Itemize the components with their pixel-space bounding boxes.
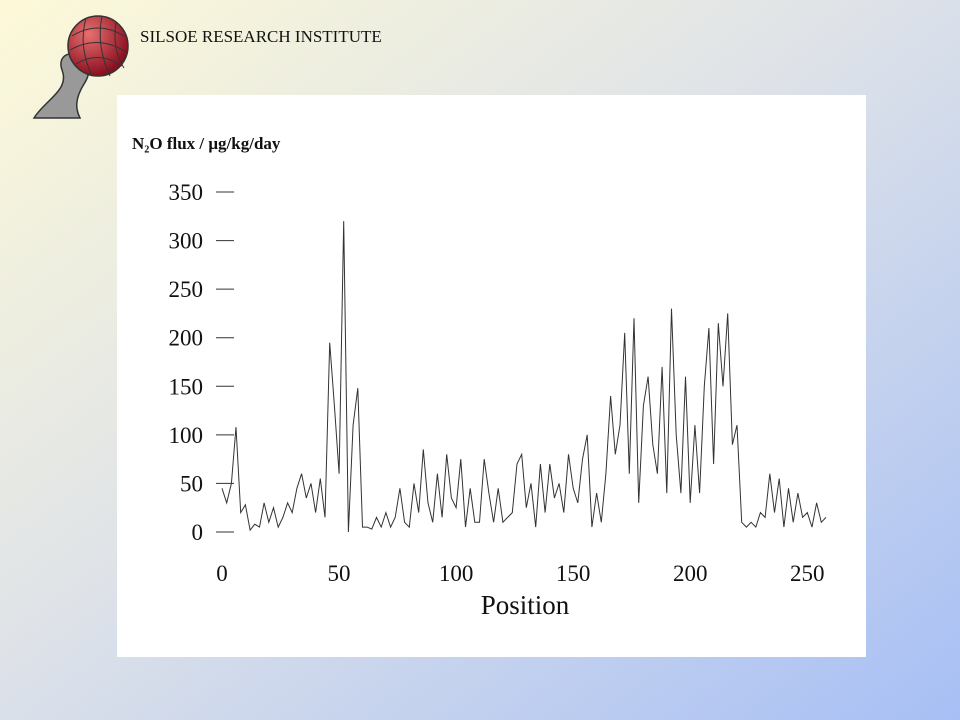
y-tick-label: 0 — [192, 520, 204, 545]
y-axis-title: N₂O flux / μg/kg/day — [132, 134, 281, 153]
x-tick-label: 100 — [439, 561, 474, 586]
logo — [32, 15, 129, 119]
y-tick-label: 50 — [180, 471, 203, 496]
x-tick-label: 0 — [216, 561, 228, 586]
y-tick-label: 250 — [169, 277, 204, 302]
y-tick-label: 100 — [169, 423, 204, 448]
chart-panel — [117, 95, 866, 657]
y-tick-label: 200 — [169, 326, 204, 351]
y-tick-label: 150 — [169, 374, 204, 399]
x-tick-label: 250 — [790, 561, 825, 586]
x-tick-label: 200 — [673, 561, 708, 586]
x-tick-label: 150 — [556, 561, 591, 586]
header-title: SILSOE RESEARCH INSTITUTE — [140, 27, 382, 46]
y-tick-label: 350 — [169, 180, 204, 205]
x-tick-label: 50 — [328, 561, 351, 586]
y-tick-label: 300 — [169, 229, 204, 254]
data-line — [221, 221, 827, 533]
x-axis-title: Position — [481, 590, 570, 620]
